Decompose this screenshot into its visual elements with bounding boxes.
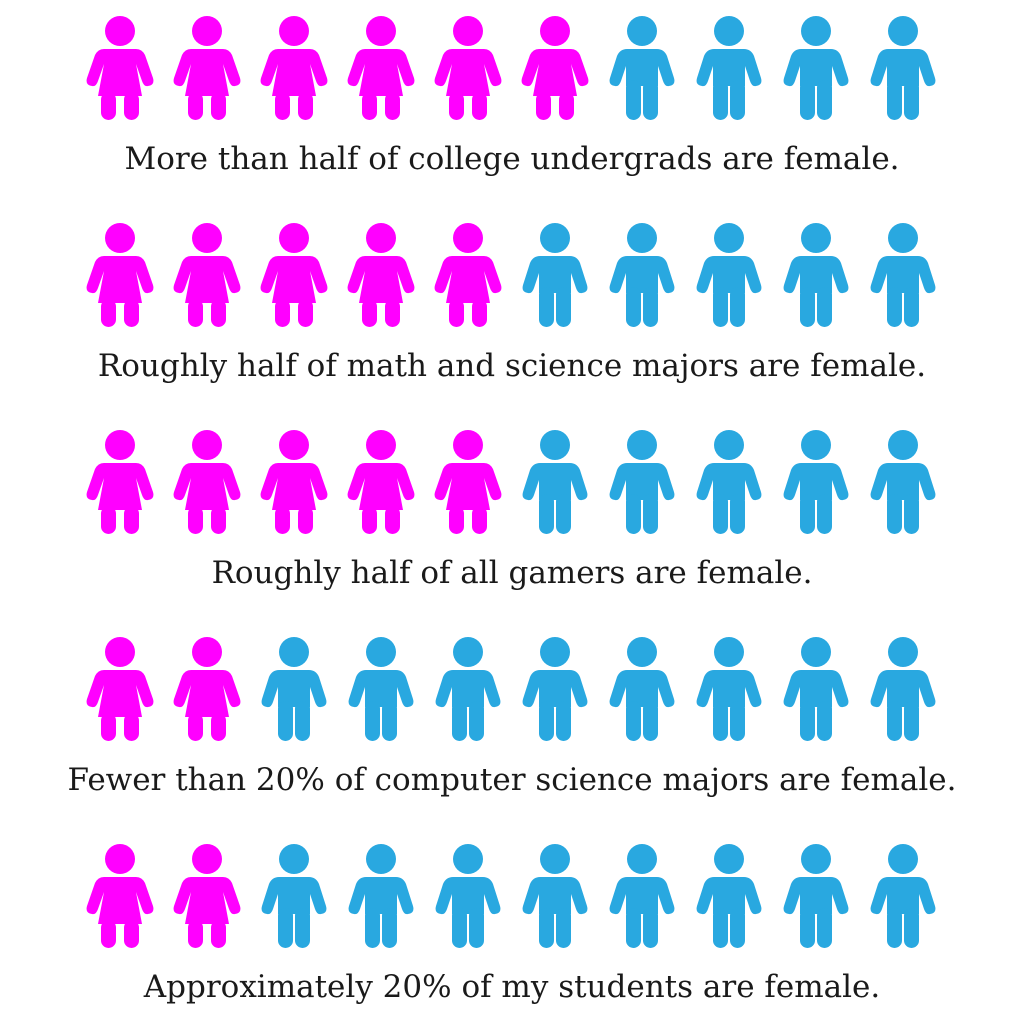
male-person-icon — [783, 844, 849, 948]
male-person-icon — [348, 637, 414, 741]
female-person-icon — [173, 430, 241, 534]
male-person-icon — [609, 637, 675, 741]
female-person-icon — [434, 223, 502, 327]
female-person-icon — [347, 430, 415, 534]
male-person-icon — [870, 430, 936, 534]
female-person-icon — [347, 16, 415, 120]
female-person-icon — [173, 844, 241, 948]
pictograph-row: Fewer than 20% of computer science major… — [68, 637, 957, 798]
female-person-icon — [173, 637, 241, 741]
female-person-icon — [86, 223, 154, 327]
row-caption: Approximately 20% of my students are fem… — [143, 969, 880, 1005]
male-person-icon — [348, 844, 414, 948]
female-person-icon — [434, 16, 502, 120]
male-person-icon — [696, 223, 762, 327]
female-person-icon — [86, 637, 154, 741]
male-person-icon — [870, 844, 936, 948]
male-person-icon — [435, 844, 501, 948]
male-person-icon — [870, 223, 936, 327]
pictograph-row: Approximately 20% of my students are fem… — [86, 844, 936, 1005]
female-person-icon — [347, 223, 415, 327]
male-person-icon — [870, 16, 936, 120]
male-person-icon — [870, 637, 936, 741]
pictograph-row: Roughly half of math and science majors … — [86, 223, 936, 384]
male-person-icon — [783, 223, 849, 327]
female-person-icon — [86, 430, 154, 534]
female-person-icon — [260, 430, 328, 534]
pictograph-row: More than half of college undergrads are… — [86, 16, 936, 177]
male-person-icon — [261, 844, 327, 948]
male-person-icon — [522, 223, 588, 327]
male-person-icon — [783, 430, 849, 534]
female-person-icon — [434, 430, 502, 534]
female-person-icon — [173, 223, 241, 327]
male-person-icon — [696, 430, 762, 534]
male-person-icon — [609, 223, 675, 327]
male-person-icon — [609, 430, 675, 534]
female-person-icon — [260, 223, 328, 327]
pictograph-row: Roughly half of all gamers are female. — [86, 430, 936, 591]
row-caption: Roughly half of math and science majors … — [98, 348, 926, 384]
male-person-icon — [783, 637, 849, 741]
male-person-icon — [609, 844, 675, 948]
male-person-icon — [696, 16, 762, 120]
row-caption: Roughly half of all gamers are female. — [212, 555, 813, 591]
female-person-icon — [173, 16, 241, 120]
female-person-icon — [260, 16, 328, 120]
male-person-icon — [696, 844, 762, 948]
male-person-icon — [435, 637, 501, 741]
row-caption: Fewer than 20% of computer science major… — [68, 762, 957, 798]
male-person-icon — [696, 637, 762, 741]
female-person-icon — [521, 16, 589, 120]
male-person-icon — [522, 637, 588, 741]
female-person-icon — [86, 844, 154, 948]
male-person-icon — [522, 844, 588, 948]
female-person-icon — [86, 16, 154, 120]
male-person-icon — [522, 430, 588, 534]
male-person-icon — [261, 637, 327, 741]
row-caption: More than half of college undergrads are… — [124, 141, 899, 177]
male-person-icon — [783, 16, 849, 120]
male-person-icon — [609, 16, 675, 120]
